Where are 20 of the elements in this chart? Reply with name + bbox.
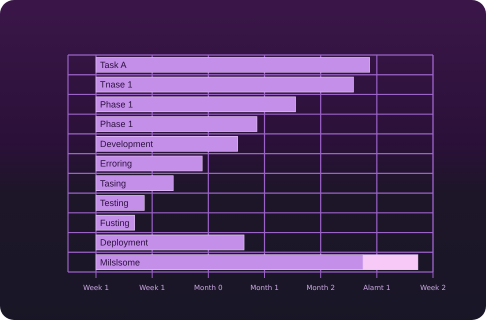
y-tick-label: Development bbox=[100, 138, 154, 149]
y-tick-label: Erroring bbox=[100, 158, 132, 169]
bar bbox=[96, 234, 244, 250]
bar bbox=[96, 76, 354, 92]
y-tick-label: Fusting bbox=[100, 218, 130, 228]
y-tick-label: Tasing bbox=[100, 178, 126, 188]
bar bbox=[96, 175, 174, 192]
bar bbox=[96, 136, 238, 152]
y-tick-label: Phase 1 bbox=[100, 119, 134, 130]
y-tick-label: Task A bbox=[100, 60, 127, 70]
y-tick-label: Testing bbox=[100, 198, 129, 208]
bar bbox=[96, 57, 370, 73]
bar bbox=[96, 96, 296, 112]
y-tick-label: Milslsome bbox=[100, 257, 140, 268]
y-tick-label: Deployment bbox=[100, 238, 149, 248]
y-tick-label: Phase 1 bbox=[100, 99, 134, 110]
y-tick-label: Tnase 1 bbox=[100, 80, 133, 90]
bar bbox=[96, 116, 258, 132]
bar bbox=[96, 156, 203, 172]
bar bbox=[96, 195, 145, 211]
